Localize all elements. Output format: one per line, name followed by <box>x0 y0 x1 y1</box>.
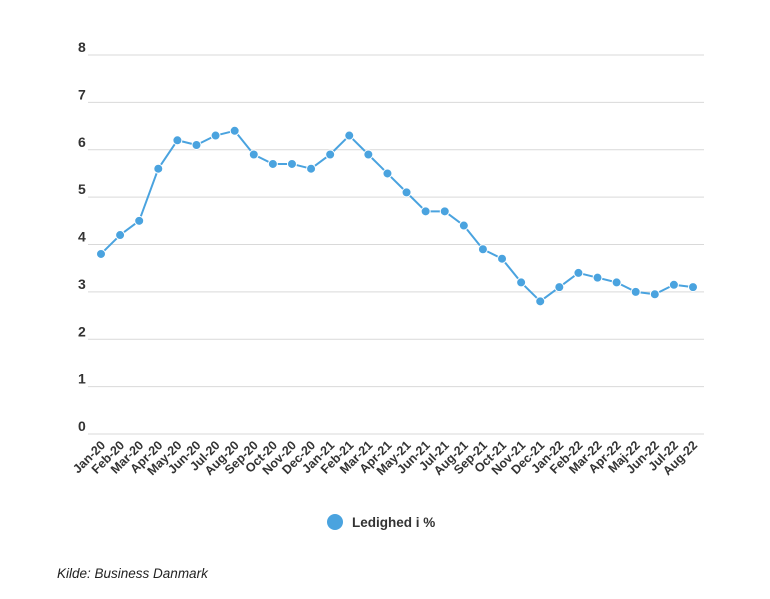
data-point <box>592 272 603 283</box>
data-point <box>611 277 622 288</box>
data-point <box>516 277 527 288</box>
legend-label: Ledighed i % <box>352 515 435 530</box>
data-point <box>630 286 641 297</box>
y-tick-label: 4 <box>78 229 86 245</box>
data-point <box>573 267 584 278</box>
data-point <box>248 149 259 160</box>
y-tick-label: 5 <box>78 181 86 197</box>
data-point <box>96 248 106 259</box>
y-tick-label: 8 <box>78 39 86 55</box>
data-point <box>401 187 412 198</box>
data-point <box>191 140 202 151</box>
data-point <box>649 289 660 300</box>
data-point <box>382 168 393 179</box>
data-point <box>688 282 698 293</box>
data-point <box>439 206 450 217</box>
y-tick-label: 2 <box>78 323 86 339</box>
chart-canvas: 0 1 2 3 4 5 6 7 8 Jan-20Feb-20Mar-20Apr-20May-20… <box>70 39 704 530</box>
data-point <box>458 220 469 231</box>
data-point <box>344 130 355 141</box>
series-line <box>100 129 694 303</box>
data-point <box>115 230 126 241</box>
source-note: Kilde: Business Danmark <box>57 566 208 581</box>
data-point <box>325 149 336 160</box>
gridlines <box>88 54 704 435</box>
data-point <box>153 163 164 174</box>
legend-marker <box>327 514 343 530</box>
series-ledighed <box>96 125 698 307</box>
line-chart: 0 1 2 3 4 5 6 7 8 Jan-20 Feb-20 Mar-20 Apr-20 May-20… <box>70 39 704 530</box>
y-tick-label: 1 <box>78 371 86 387</box>
data-point <box>229 125 240 136</box>
data-point <box>477 244 488 255</box>
x-axis-tick-labels: Jan-20Feb-20Mar-20Apr-20May-20Jun-20Jul-… <box>70 438 700 478</box>
y-tick-label: 7 <box>78 86 86 102</box>
data-point <box>286 158 297 169</box>
data-point <box>554 282 565 293</box>
y-axis-tick-labels: 0 1 2 3 4 5 6 7 8 <box>78 39 86 434</box>
data-point <box>668 279 679 290</box>
data-point <box>363 149 374 160</box>
data-point <box>306 163 317 174</box>
y-tick-label: 3 <box>78 276 86 292</box>
data-point <box>210 130 221 141</box>
legend: Ledighed i % <box>327 514 435 530</box>
data-point <box>535 296 546 307</box>
y-tick-label: 6 <box>78 134 86 150</box>
data-point <box>267 158 278 169</box>
data-point <box>134 215 145 226</box>
data-point <box>420 206 431 217</box>
data-point <box>172 135 183 146</box>
data-point <box>497 253 508 264</box>
y-tick-label: 0 <box>78 418 86 434</box>
